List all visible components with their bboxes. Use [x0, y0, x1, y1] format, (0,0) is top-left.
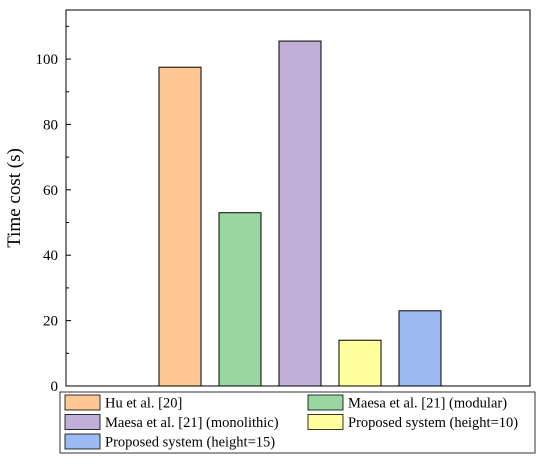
y-tick-label: 20	[43, 314, 58, 330]
legend-swatch	[64, 394, 101, 411]
y-tick-label: 40	[43, 248, 58, 264]
bar	[278, 40, 322, 387]
legend-frame	[59, 391, 536, 454]
legend-label: Hu et al. [20]	[105, 396, 182, 412]
bar	[398, 310, 442, 387]
legend-label: Proposed system (height=10)	[348, 415, 518, 431]
bar	[158, 66, 202, 387]
legend-swatch	[307, 394, 344, 411]
y-tick-label: 80	[43, 117, 58, 133]
legend: Hu et al. [20] Maesa et al. [21] (modular…	[59, 391, 536, 454]
legend-label: Proposed system (height=15)	[105, 435, 275, 451]
legend-label: Maesa et al. [21] (modular)	[348, 396, 507, 412]
bars	[158, 40, 442, 387]
y-tick-label: 100	[36, 52, 59, 68]
bar	[218, 212, 262, 387]
bar	[338, 339, 382, 387]
y-axis: 0 20 40 60 80 100	[36, 25, 71, 395]
y-tick-label: 0	[51, 379, 59, 395]
legend-swatch	[64, 433, 101, 450]
y-tick-label: 60	[43, 183, 58, 199]
y-axis-title: Time cost (s)	[4, 148, 25, 248]
legend-swatch	[307, 414, 344, 430]
legend-label: Maesa et al. [21] (monolithic)	[105, 415, 279, 431]
legend-swatch	[64, 414, 101, 430]
